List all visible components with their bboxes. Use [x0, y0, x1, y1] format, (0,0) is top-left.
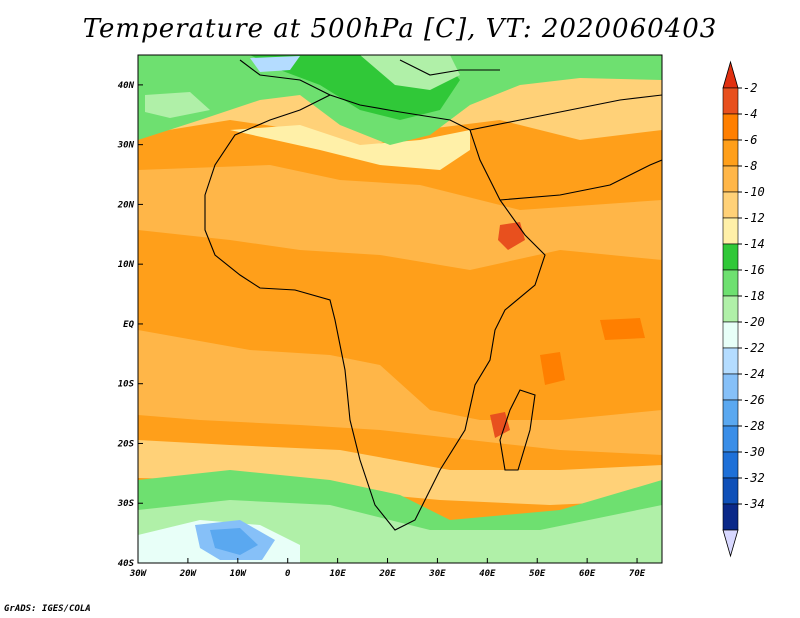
- field-warm-spot-ocean: [540, 352, 565, 385]
- colorbar-label: -28: [743, 419, 765, 433]
- colorbar-segment: [722, 425, 739, 453]
- temperature-field: [138, 55, 662, 563]
- colorbar-label: -10: [743, 185, 765, 199]
- colorbar-label: -18: [743, 289, 765, 303]
- coastlines: [204, 59, 662, 531]
- plot-frame: [137, 54, 663, 564]
- lon-tick-label: 40E: [479, 569, 496, 579]
- colorbar-label: -30: [743, 445, 765, 459]
- lat-tick-label: 40S: [118, 559, 135, 569]
- colorbar-segment: [722, 139, 739, 167]
- colorbar-segment: [722, 503, 739, 531]
- colorbar-segment: [722, 295, 739, 323]
- africa-coastline: [204, 94, 546, 531]
- lat-tick-label: 30S: [117, 499, 135, 509]
- lon-tick-label: 20E: [378, 569, 396, 579]
- colorbar-segment: [722, 347, 739, 375]
- colorbar-segment: [722, 321, 739, 349]
- colorbar-segment: [722, 191, 739, 219]
- colorbar-segment: [722, 451, 739, 479]
- colorbar-label: -24: [743, 367, 765, 381]
- colorbar-segment: [722, 217, 739, 245]
- colorbar-label: -2: [743, 81, 757, 95]
- field-warm-spot-madagascar: [490, 412, 510, 438]
- colorbar: -2 -4 -6 -8 -10 -12 -14 -16 -18 -20 -22 -24 -26 -28 -3…: [722, 60, 765, 558]
- lon-tick-label: 60E: [579, 569, 596, 579]
- lon-tick-label: 30W: [129, 569, 148, 579]
- colorbar-segment: [722, 477, 739, 505]
- lat-tick-label: 10N: [118, 260, 135, 270]
- field-band-yellow-north: [230, 125, 470, 170]
- colorbar-label: -16: [743, 263, 765, 277]
- colorbar-label: -26: [743, 393, 765, 407]
- field-warm-spot-east: [600, 318, 645, 340]
- colorbar-label: -8: [743, 159, 757, 173]
- lon-tick-label: 10E: [329, 569, 346, 579]
- field-lightgreen-nw: [145, 92, 210, 118]
- colorbar-label: -32: [743, 471, 765, 485]
- colorbar-bottom-arrow: [722, 529, 739, 558]
- colorbar-label: -20: [743, 315, 765, 329]
- field-blue-north: [250, 56, 300, 72]
- colorbar-label: -22: [743, 341, 765, 355]
- colorbar-segment: [722, 113, 739, 141]
- field-lightgreen-north: [360, 55, 460, 90]
- madagascar-coastline: [499, 389, 536, 471]
- field-band-light-north: [138, 165, 662, 270]
- field-warm-spot-ethiopia: [498, 222, 525, 250]
- lon-tick-label: 50E: [529, 569, 546, 579]
- credit-text: GrADS: IGES/COLA: [4, 604, 91, 614]
- colorbar-segment: [722, 373, 739, 401]
- lat-tick-label: 30N: [117, 141, 135, 151]
- lat-tick-label: 10S: [118, 380, 135, 390]
- arabia-coastline: [469, 94, 662, 201]
- lon-tick-label: 70E: [629, 569, 646, 579]
- lat-tick-label: 20N: [117, 200, 135, 210]
- axis-ticks: 30W 20W 10W 0 10E 20E 30E 40E 50E 60E 70E 40N 30N 20N…: [117, 81, 646, 579]
- lon-tick-label: 30E: [428, 569, 446, 579]
- lat-tick-label: 40N: [118, 81, 135, 91]
- field-darkblue-south: [210, 528, 258, 555]
- colorbar-segment: [722, 243, 739, 271]
- map-title: Temperature at 500hPa [C], VT: 202006040…: [82, 14, 718, 44]
- field-band-pale-south: [138, 440, 662, 505]
- colorbar-segment: [722, 269, 739, 297]
- europe-coastline: [239, 59, 500, 96]
- colorbar-segment: [722, 399, 739, 427]
- colorbar-label: -6: [743, 133, 757, 147]
- lon-tick-label: 0: [285, 569, 291, 579]
- colorbar-label: -12: [743, 211, 765, 225]
- lon-tick-label: 10W: [230, 569, 248, 579]
- colorbar-top-arrow: [722, 60, 739, 89]
- lat-tick-label: 20S: [117, 439, 135, 449]
- lon-tick-label: 20W: [179, 569, 198, 579]
- lat-tick-label: EQ: [123, 320, 134, 330]
- colorbar-segment: [722, 165, 739, 193]
- colorbar-label: -4: [743, 107, 757, 121]
- colorbar-segment: [722, 87, 739, 115]
- colorbar-label: -14: [743, 237, 765, 251]
- colorbar-label: -34: [743, 497, 765, 511]
